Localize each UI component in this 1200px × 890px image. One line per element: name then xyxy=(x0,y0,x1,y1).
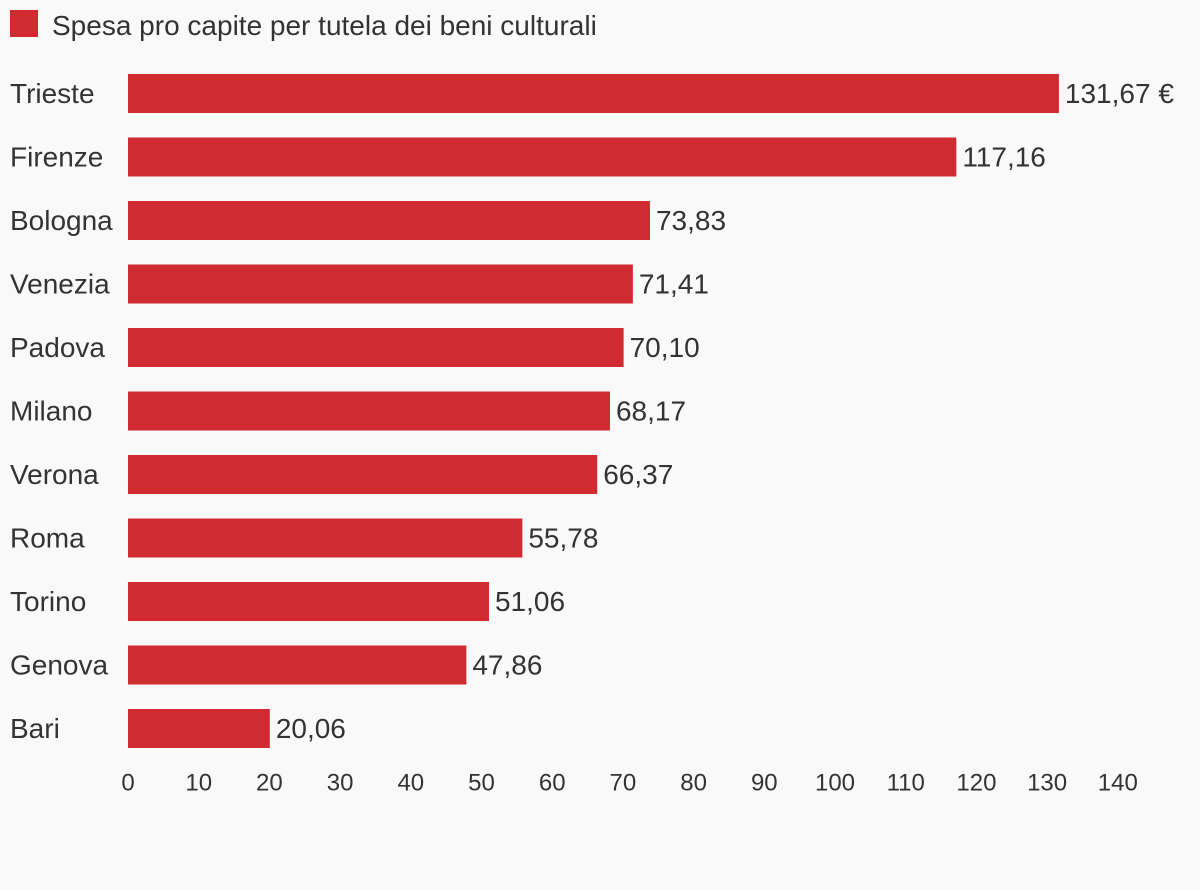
x-tick-label: 110 xyxy=(887,770,925,797)
value-label: 68,17 xyxy=(616,396,686,427)
x-tick-label: 0 xyxy=(121,770,134,797)
category-label: Bari xyxy=(10,713,60,744)
category-label: Milano xyxy=(10,396,92,427)
category-label: Venezia xyxy=(10,269,110,300)
x-tick-label: 50 xyxy=(468,770,495,797)
value-label: 66,37 xyxy=(603,459,673,490)
bar xyxy=(128,201,650,240)
category-label: Genova xyxy=(10,650,108,681)
bar xyxy=(128,455,598,494)
category-label: Roma xyxy=(10,523,85,554)
x-tick-label: 70 xyxy=(610,770,637,797)
category-label: Trieste xyxy=(10,78,95,109)
category-label: Padova xyxy=(10,332,105,363)
bar xyxy=(128,645,467,685)
value-label: 55,78 xyxy=(528,523,598,554)
value-label: 70,10 xyxy=(630,332,700,363)
value-label: 131,67 € xyxy=(1065,78,1174,109)
category-label: Bologna xyxy=(10,205,113,236)
x-tick-label: 40 xyxy=(397,770,424,797)
bar xyxy=(128,264,633,304)
value-label: 117,16 xyxy=(962,142,1046,173)
legend-swatch xyxy=(10,10,38,37)
x-tick-label: 120 xyxy=(956,770,996,797)
value-label: 71,41 xyxy=(639,269,709,300)
x-tick-label: 80 xyxy=(680,770,707,797)
bar xyxy=(128,582,489,621)
category-label: Firenze xyxy=(10,142,103,173)
value-label: 51,06 xyxy=(495,586,565,617)
category-label: Verona xyxy=(10,459,99,490)
value-label: 47,86 xyxy=(472,650,542,681)
bar xyxy=(128,391,610,431)
value-label: 73,83 xyxy=(656,205,726,236)
bar xyxy=(128,518,523,558)
x-tick-label: 140 xyxy=(1098,770,1138,797)
legend-label: Spesa pro capite per tutela dei beni cul… xyxy=(52,10,597,41)
x-tick-label: 90 xyxy=(751,770,778,797)
x-tick-label: 60 xyxy=(539,770,566,797)
x-tick-label: 20 xyxy=(256,770,283,797)
bar xyxy=(128,74,1059,113)
x-tick-label: 10 xyxy=(185,770,212,797)
x-tick-label: 100 xyxy=(815,770,855,797)
x-tick-label: 130 xyxy=(1027,770,1067,797)
bar xyxy=(128,709,270,748)
category-label: Torino xyxy=(10,586,86,617)
x-tick-label: 30 xyxy=(327,770,354,797)
bar xyxy=(128,328,624,367)
bar xyxy=(128,137,957,177)
value-label: 20,06 xyxy=(276,713,346,744)
